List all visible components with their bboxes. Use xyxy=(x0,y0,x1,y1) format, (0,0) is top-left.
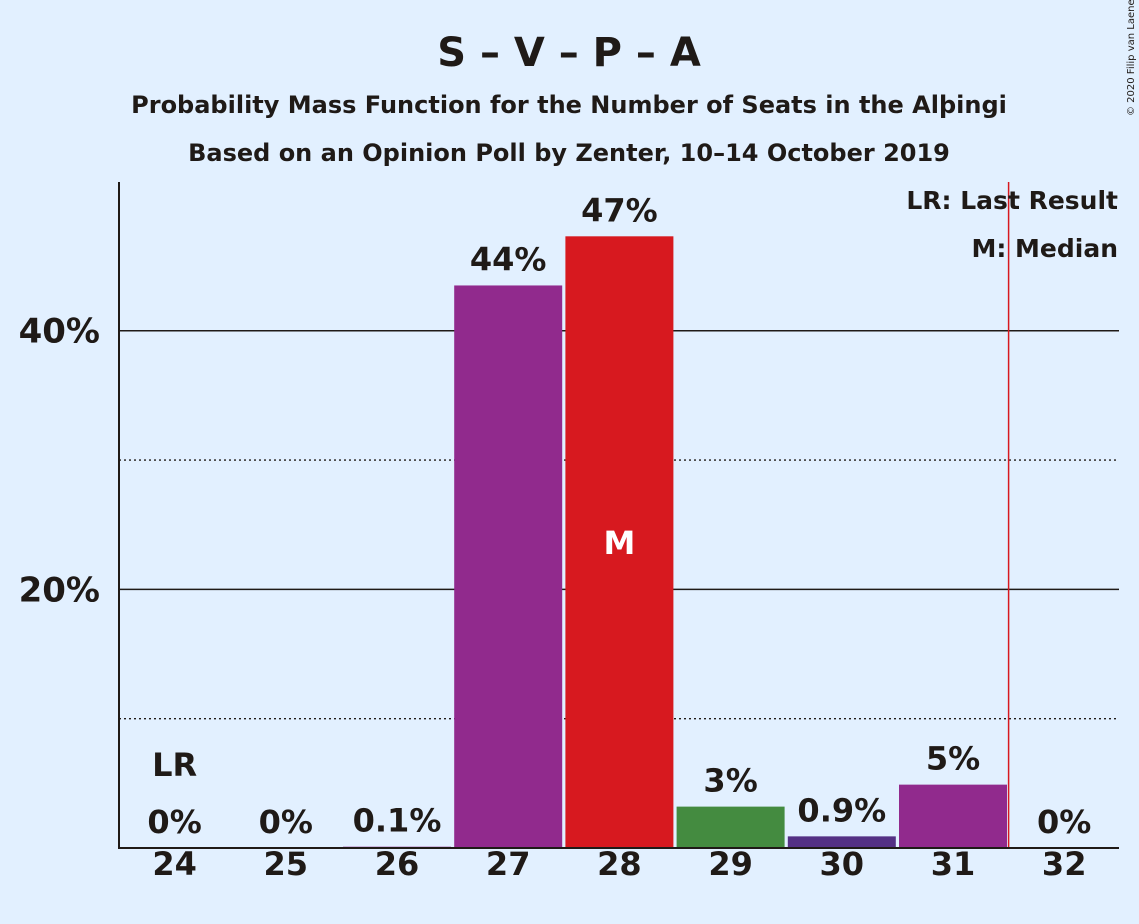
x-tick-26: 26 xyxy=(375,845,420,883)
chart-title: S – V – P – A xyxy=(437,30,701,76)
data-label-31: 5% xyxy=(926,740,980,778)
last-result-marker: LR xyxy=(152,746,197,784)
x-tick-25: 25 xyxy=(264,845,309,883)
median-marker: M xyxy=(603,524,635,562)
y-tick-40: 40% xyxy=(19,312,100,352)
data-label-30: 0.9% xyxy=(797,791,886,829)
bar-29 xyxy=(676,806,785,848)
y-tick-labels: 20% 40% xyxy=(19,312,100,611)
axes xyxy=(118,182,1119,849)
data-label-25: 0% xyxy=(259,803,313,841)
bar-30 xyxy=(787,836,896,848)
data-label-26: 0.1% xyxy=(353,802,442,840)
bar-28 xyxy=(565,236,674,848)
data-label-29: 3% xyxy=(703,762,757,800)
data-labels: 0% 0% 0.1% 44% 47% 3% 0.9% 5% 0% M LR xyxy=(147,191,1091,841)
x-tick-28: 28 xyxy=(597,845,642,883)
bars xyxy=(343,182,1010,848)
bar-27 xyxy=(454,285,563,848)
chart-subtitle-1: Probability Mass Function for the Number… xyxy=(131,91,1007,119)
bar-31 xyxy=(899,784,1007,848)
copyright-notice: © 2020 Filip van Laenen xyxy=(1126,0,1137,116)
data-label-32: 0% xyxy=(1037,803,1091,841)
y-tick-20: 20% xyxy=(19,570,100,610)
x-tick-27: 27 xyxy=(486,845,531,883)
x-tick-29: 29 xyxy=(708,845,753,883)
data-label-28: 47% xyxy=(581,191,658,229)
x-tick-24: 24 xyxy=(152,845,197,883)
chart-subtitle-2: Based on an Opinion Poll by Zenter, 10–1… xyxy=(188,139,950,167)
data-label-27: 44% xyxy=(470,240,547,278)
x-tick-labels: 24 25 26 27 28 29 30 31 32 xyxy=(152,845,1086,883)
data-label-24: 0% xyxy=(147,803,201,841)
x-tick-32: 32 xyxy=(1042,845,1087,883)
x-tick-31: 31 xyxy=(931,845,976,883)
legend-last-result: LR: Last Result xyxy=(906,186,1118,215)
legend-median: M: Median xyxy=(971,234,1118,263)
x-tick-30: 30 xyxy=(820,845,865,883)
